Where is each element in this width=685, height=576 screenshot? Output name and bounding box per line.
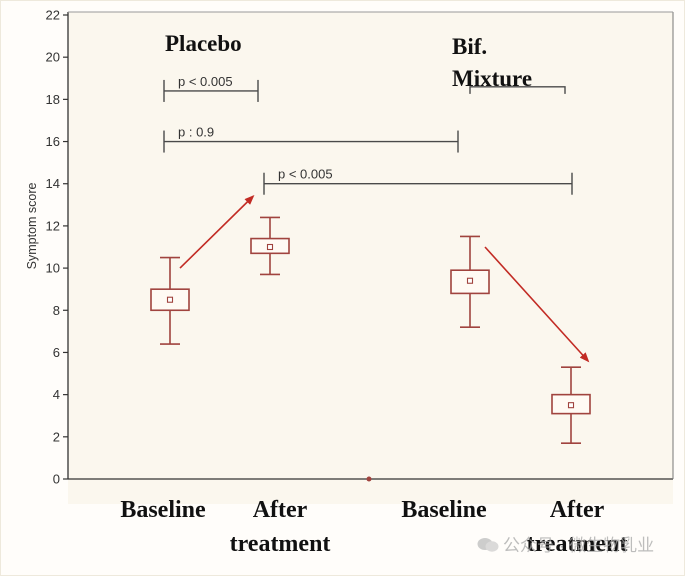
significance-bracket: p : 0.9 — [163, 125, 459, 153]
wechat-icon — [477, 537, 499, 553]
x-label-mixture-baseline: Baseline — [401, 497, 487, 523]
y-tick-label: 4 — [53, 387, 60, 402]
box-plot — [551, 366, 591, 444]
watermark: 公众号 · 微生物乳业 — [477, 531, 654, 556]
x-axis-origin-dot — [366, 476, 372, 482]
bracket-line — [469, 86, 566, 94]
trend-arrow-up — [179, 194, 255, 269]
y-tick-label: 20 — [46, 50, 60, 65]
y-tick-label: 6 — [53, 345, 60, 360]
bracket-p-value: p : 0.9 — [178, 125, 214, 140]
y-tick-label: 18 — [46, 92, 60, 107]
box-plot — [250, 216, 290, 276]
y-tick-label: 8 — [53, 303, 60, 318]
y-tick-label: 22 — [46, 8, 60, 23]
group-label-bif-mixture: Bif. Mixture — [452, 34, 533, 91]
significance-bracket: p < 0.005 — [163, 74, 259, 102]
y-tick-label: 10 — [46, 261, 60, 276]
x-label-placebo-baseline: Baseline — [120, 497, 206, 523]
y-tick-label: 16 — [46, 134, 60, 149]
x-label-placebo-after: After treatment — [229, 497, 331, 557]
group-label-placebo: Placebo — [165, 31, 242, 56]
bracket-p-value: p < 0.005 — [178, 74, 233, 89]
significance-bracket — [469, 86, 566, 94]
mean-marker — [166, 296, 174, 303]
y-tick-label: 0 — [53, 472, 60, 487]
mean-marker — [567, 402, 575, 409]
y-tick-label: 12 — [46, 218, 60, 233]
x-label-mixture-after: After treatment — [526, 497, 628, 557]
bracket-p-value: p < 0.005 — [278, 167, 333, 182]
watermark-text: 公众号 · 微生物乳业 — [503, 536, 655, 555]
trend-arrow-down — [484, 246, 590, 363]
y-tick-label: 14 — [46, 176, 60, 191]
y-axis-label: Symptom score — [25, 182, 39, 269]
mean-marker — [266, 243, 274, 251]
y-tick-label: 2 — [53, 429, 60, 444]
box-plot — [150, 256, 190, 345]
box-plot — [450, 235, 490, 328]
significance-bracket: p < 0.005 — [263, 167, 573, 195]
mean-marker — [466, 277, 474, 284]
